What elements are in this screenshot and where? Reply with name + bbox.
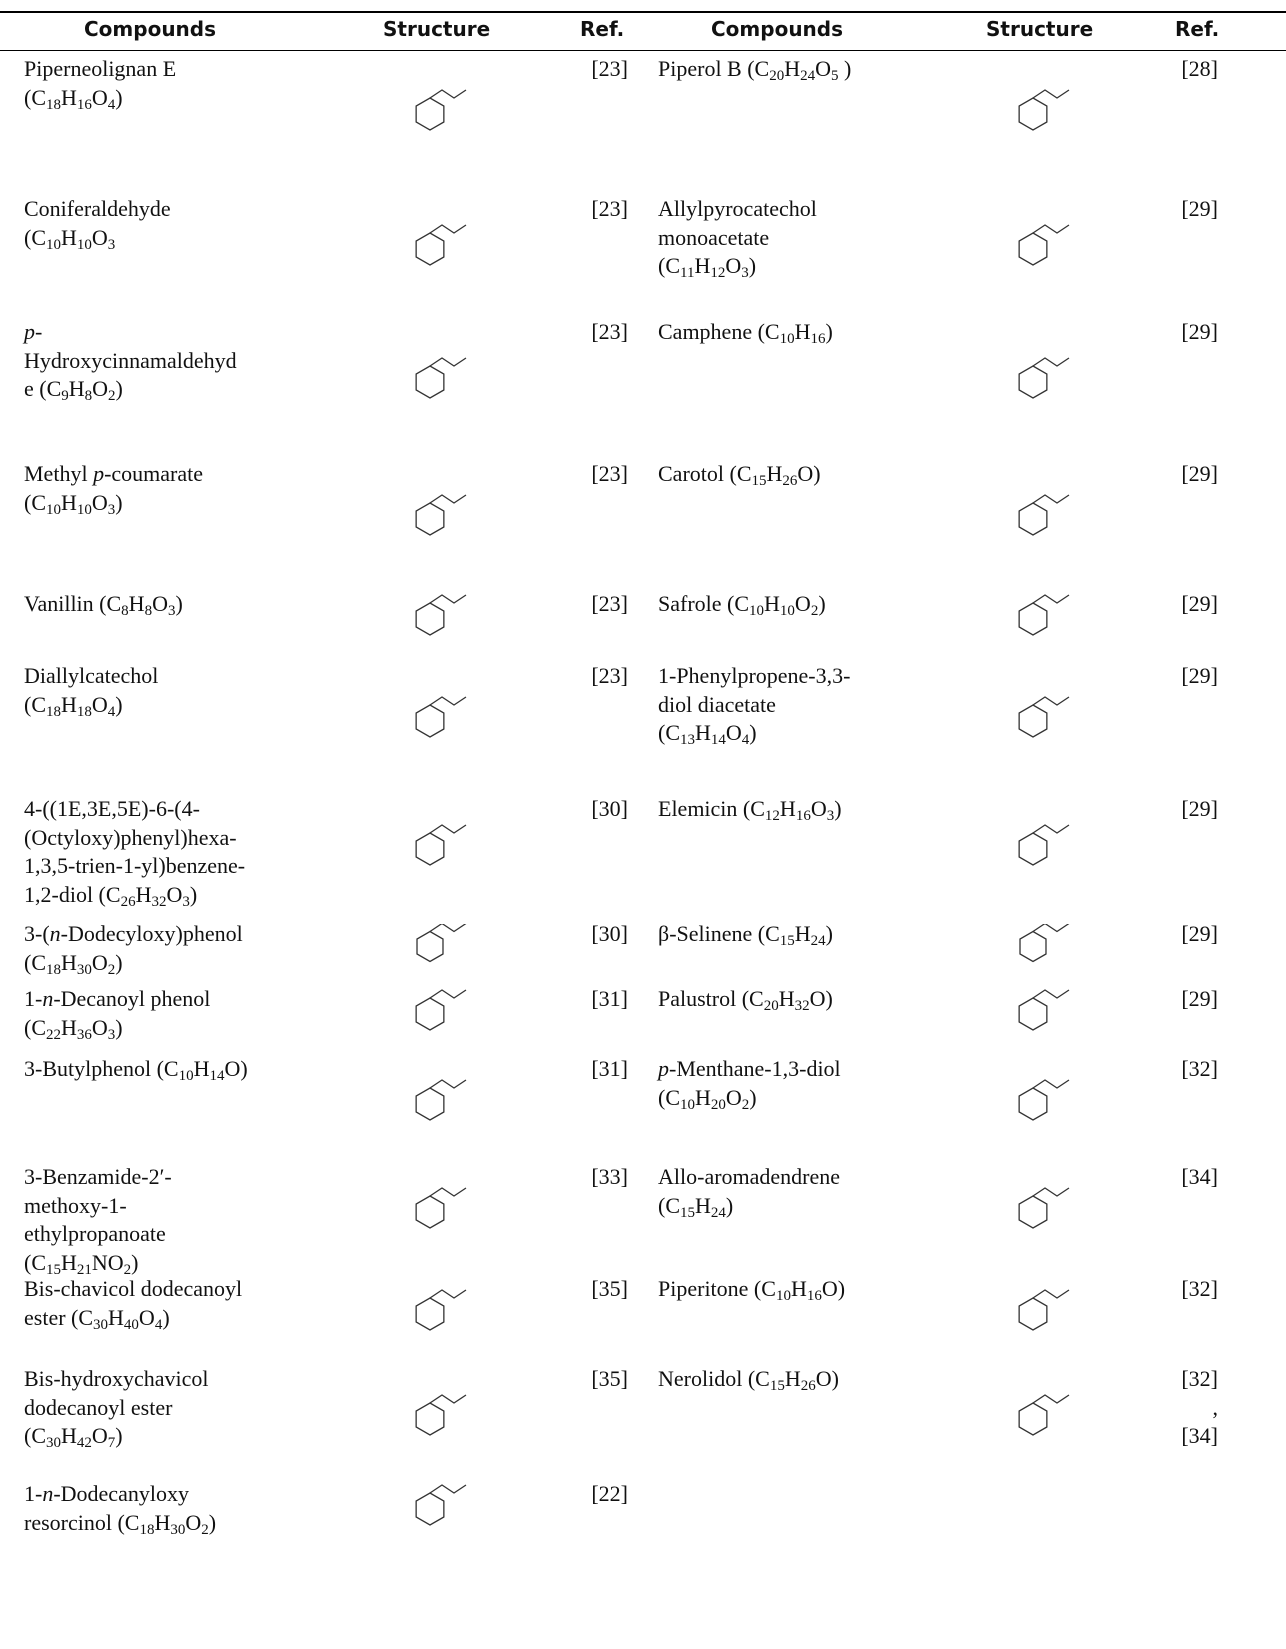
reference: [23] <box>568 318 628 347</box>
reference: [29] <box>1158 662 1218 691</box>
compound-name: Bis-chavicol dodecanoyl ester (C30H40O4) <box>24 1275 294 1332</box>
reference: [23] <box>568 662 628 691</box>
reference: [35] <box>568 1275 628 1304</box>
header-structure: Structure <box>986 17 1093 41</box>
compound-name: p- Hydroxycinnamaldehyd e (C9H8O2) <box>24 318 294 404</box>
structure-drawing <box>973 989 1093 1039</box>
compound-name: Piperitone (C10H16O) <box>658 1275 938 1304</box>
compound-name: Vanillin (C8H8O3) <box>24 590 294 619</box>
structure-drawing <box>973 1279 1093 1349</box>
structure-drawing <box>370 924 490 969</box>
compound-name: Methyl p-coumarate (C10H10O3) <box>24 460 294 517</box>
compound-name: Diallylcatechol (C18H18O4) <box>24 662 294 719</box>
compound-name: 3-(n-Dodecyloxy)phenol (C18H30O2) <box>24 920 294 977</box>
structure-drawing <box>973 924 1093 969</box>
header-compounds: Compounds <box>711 17 843 41</box>
reference: [29] <box>1158 985 1218 1014</box>
reference: [23] <box>568 590 628 619</box>
structure-drawing <box>370 199 490 299</box>
reference: [22] <box>568 1480 628 1509</box>
reference: [29] <box>1158 920 1218 949</box>
header-ref: Ref. <box>1175 17 1219 41</box>
reference: [29] <box>1158 590 1218 619</box>
compound-name: p-Menthane-1,3-diol (C10H20O2) <box>658 1055 938 1112</box>
compound-name: Piperneolignan E (C18H16O4) <box>24 55 294 112</box>
structure-drawing <box>973 1167 1093 1257</box>
structure-drawing <box>973 594 1093 644</box>
compound-name: Bis-hydroxychavicol dodecanoyl ester (C3… <box>24 1365 294 1451</box>
structure-drawing <box>370 1484 490 1534</box>
compound-name: Elemicin (C12H16O3) <box>658 795 938 824</box>
compound-name: 1-n-Dodecanyloxy resorcinol (C18H30O2) <box>24 1480 294 1537</box>
structure-drawing <box>973 1369 1093 1469</box>
structure-drawing <box>973 59 1093 169</box>
structure-drawing <box>370 1279 490 1349</box>
compound-name: 3-Butylphenol (C10H14O) <box>24 1055 294 1084</box>
compound-name: Allylpyrocatechol monoacetate (C11H12O3) <box>658 195 938 281</box>
structure-drawing <box>370 464 490 574</box>
structure-drawing <box>973 322 1093 442</box>
structure-drawing <box>370 322 490 442</box>
reference: [32] <box>1158 1055 1218 1084</box>
top-rule <box>0 11 1286 13</box>
structure-drawing <box>973 464 1093 574</box>
reference: [29] <box>1158 795 1218 824</box>
compound-name: Safrole (C10H10O2) <box>658 590 938 619</box>
compound-name: 4-((1E,3E,5E)-6-(4- (Octyloxy)phenyl)hex… <box>24 795 294 909</box>
header-compounds: Compounds <box>84 17 216 41</box>
reference: [32] , [34] <box>1158 1365 1218 1451</box>
compound-name: Palustrol (C20H32O) <box>658 985 938 1014</box>
structure-drawing <box>973 1059 1093 1149</box>
reference: [30] <box>568 920 628 949</box>
compound-name: 3-Benzamide-2′- methoxy-1- ethylpropanoa… <box>24 1163 294 1277</box>
compound-name: Carotol (C15H26O) <box>658 460 938 489</box>
reference: [35] <box>568 1365 628 1394</box>
compound-name: Camphene (C10H16) <box>658 318 938 347</box>
reference: [23] <box>568 195 628 224</box>
reference: [23] <box>568 55 628 84</box>
reference: [31] <box>568 985 628 1014</box>
structure-drawing <box>370 1369 490 1469</box>
reference: [34] <box>1158 1163 1218 1192</box>
reference: [29] <box>1158 195 1218 224</box>
compound-name: Coniferaldehyde (C10H10O3 <box>24 195 294 252</box>
structure-drawing <box>973 666 1093 776</box>
reference: [30] <box>568 795 628 824</box>
reference: [29] <box>1158 318 1218 347</box>
reference: [29] <box>1158 460 1218 489</box>
structure-drawing <box>370 989 490 1039</box>
reference: [32] <box>1158 1275 1218 1304</box>
reference: [28] <box>1158 55 1218 84</box>
structure-drawing <box>370 1167 490 1257</box>
reference: [23] <box>568 460 628 489</box>
structure-drawing <box>370 1059 490 1149</box>
structure-drawing <box>973 799 1093 899</box>
reference: [31] <box>568 1055 628 1084</box>
page: Compounds Structure Ref. Compounds Struc… <box>0 0 1286 1649</box>
compound-name: β-Selinene (C15H24) <box>658 920 938 949</box>
structure-drawing <box>370 799 490 899</box>
header-ref: Ref. <box>580 17 624 41</box>
structure-drawing <box>973 199 1093 299</box>
compound-name: Allo-aromadendrene (C15H24) <box>658 1163 938 1220</box>
structure-drawing <box>370 594 490 644</box>
header-rule <box>0 50 1286 51</box>
structure-drawing <box>370 59 490 169</box>
compound-name: 1-n-Decanoyl phenol (C22H36O3) <box>24 985 294 1042</box>
compound-name: Nerolidol (C15H26O) <box>658 1365 938 1394</box>
compound-name: Piperol B (C20H24O5 ) <box>658 55 938 84</box>
structure-drawing <box>370 666 490 776</box>
compound-name: 1-Phenylpropene-3,3- diol diacetate (C13… <box>658 662 938 748</box>
header-structure: Structure <box>383 17 490 41</box>
reference: [33] <box>568 1163 628 1192</box>
